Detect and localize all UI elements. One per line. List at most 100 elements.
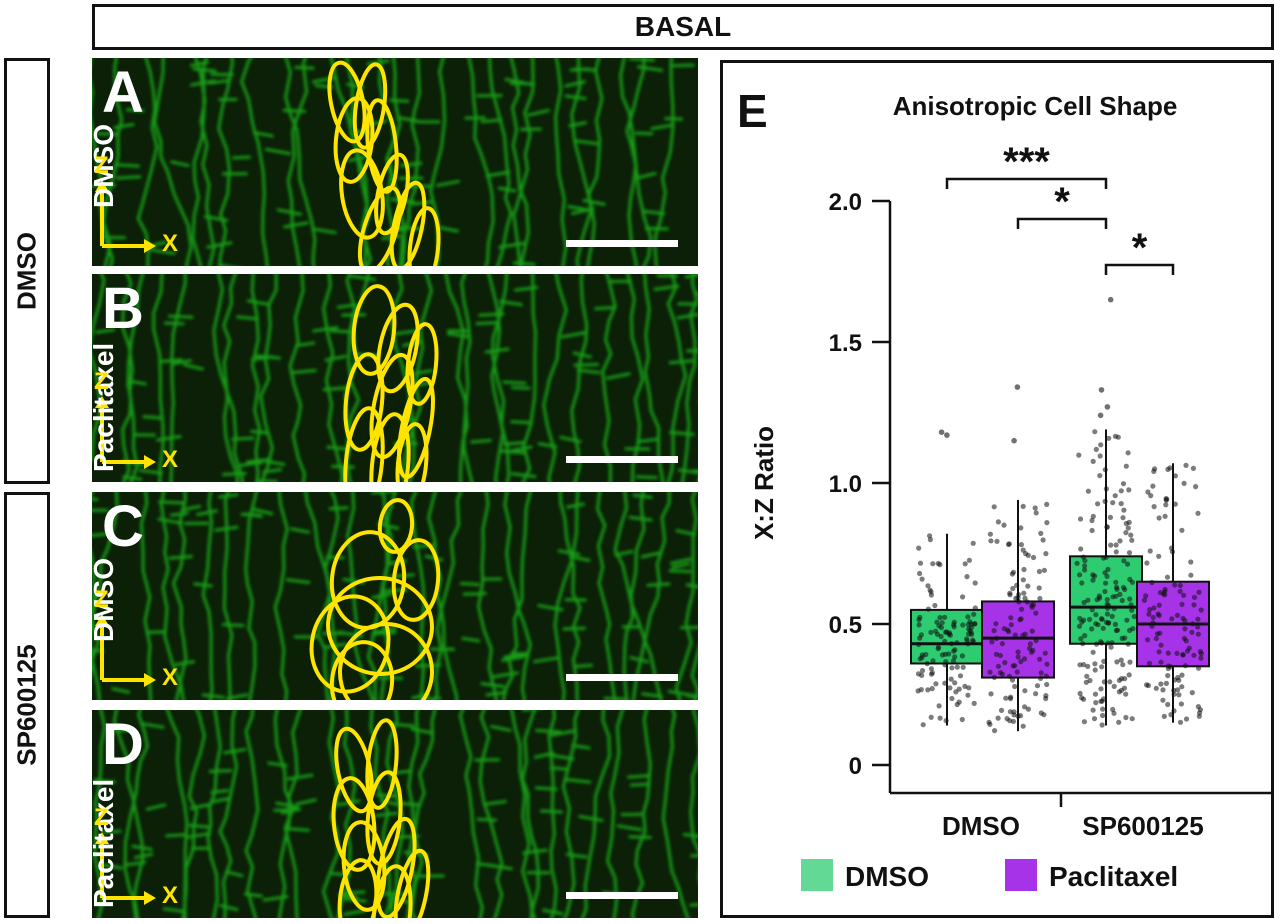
cell-membrane-line — [503, 492, 532, 700]
data-point — [1174, 612, 1180, 619]
cell-membrane-line — [369, 710, 392, 918]
cell-membrane-junction — [565, 852, 588, 859]
cell-membrane-junction — [498, 241, 525, 249]
legend-label: Paclitaxel — [1049, 861, 1178, 892]
cell-membrane-junction — [92, 497, 99, 502]
cell-membrane-junction — [629, 58, 655, 62]
data-point — [952, 654, 958, 660]
cell-membrane-line — [139, 492, 153, 700]
cell-membrane-line — [181, 710, 206, 918]
data-point — [928, 714, 934, 720]
data-point — [1098, 698, 1104, 704]
data-point — [1044, 520, 1050, 526]
significance-bracket — [1104, 263, 1175, 275]
data-point — [1164, 496, 1170, 502]
chart-panel-e: E Anisotropic Cell Shape X:Z Ratio 0 0.5 1.0 1… — [720, 60, 1274, 918]
data-point — [1118, 501, 1124, 507]
cell-membrane-line — [250, 274, 262, 482]
data-point — [1044, 501, 1050, 507]
data-point — [939, 620, 945, 626]
data-point — [1089, 517, 1095, 524]
data-point — [933, 628, 939, 634]
data-point — [962, 683, 968, 690]
outlier-point — [1011, 437, 1017, 444]
data-point — [1105, 566, 1111, 572]
data-point — [1198, 651, 1204, 657]
cell-membrane-line — [490, 274, 511, 482]
data-point — [1157, 630, 1163, 636]
cell-membrane-junction — [389, 98, 410, 103]
data-point — [930, 561, 936, 567]
data-point — [917, 560, 924, 566]
cell-membrane-junction — [636, 437, 659, 444]
data-point — [972, 580, 978, 586]
outlier-point — [1014, 384, 1021, 390]
data-point — [1182, 663, 1188, 669]
cell-membranes — [92, 492, 698, 700]
data-point — [1089, 626, 1095, 632]
micrograph-panel-c: C DMSO Z X — [92, 492, 698, 700]
cell-membrane-junction — [350, 274, 376, 282]
data-point — [942, 638, 948, 644]
cell-membrane-junction — [273, 808, 299, 812]
data-point — [1150, 483, 1156, 489]
data-point — [937, 615, 943, 621]
cell-membrane-junction — [219, 903, 239, 912]
data-point — [1077, 572, 1083, 578]
data-point — [1007, 590, 1013, 596]
cell-membrane-junction — [311, 75, 338, 84]
data-point — [1038, 530, 1044, 536]
cell-membrane-line — [653, 58, 675, 266]
cell-membrane-line — [288, 274, 307, 482]
data-point — [960, 594, 966, 600]
cell-outline — [365, 98, 399, 194]
legend-label: DMSO — [845, 861, 929, 892]
cell-membrane-junction — [210, 788, 229, 795]
data-point — [1123, 691, 1129, 697]
boxplot-chart: E Anisotropic Cell Shape X:Z Ratio 0 0.5 1.0 1… — [737, 85, 1271, 892]
cell-membrane-line — [286, 58, 309, 266]
data-point — [1168, 712, 1174, 718]
data-point — [1113, 542, 1119, 548]
data-point — [1180, 652, 1186, 658]
data-point — [971, 611, 977, 617]
data-point — [1161, 713, 1167, 720]
cell-membrane-junction — [221, 623, 245, 628]
data-point — [1175, 687, 1181, 693]
data-point — [1112, 621, 1118, 628]
cell-outline — [369, 412, 411, 482]
cell-membrane-junction — [223, 747, 247, 755]
x-arrowhead-icon — [144, 455, 156, 469]
data-point — [1012, 663, 1018, 669]
data-point — [1092, 691, 1099, 697]
data-point — [1105, 640, 1111, 646]
outlier-point — [1098, 387, 1105, 393]
data-point — [1146, 660, 1153, 666]
data-point — [1181, 480, 1187, 486]
cell-membrane-junction — [111, 686, 131, 694]
legend-swatch — [801, 859, 833, 891]
data-point — [1143, 593, 1149, 599]
cell-membrane-junction — [476, 817, 497, 822]
cell-membrane-junction — [635, 475, 658, 480]
data-point — [993, 621, 999, 627]
data-point — [966, 685, 972, 691]
data-point — [991, 504, 997, 510]
data-point — [1126, 487, 1132, 493]
data-point — [1109, 613, 1115, 620]
data-point — [1010, 585, 1016, 592]
cell-membrane-junction — [511, 386, 531, 390]
cell-membrane-line — [661, 710, 690, 918]
data-point — [1144, 682, 1150, 688]
data-point — [1163, 680, 1169, 687]
data-point — [1020, 723, 1026, 729]
z-arrowhead-icon — [95, 180, 109, 192]
data-point — [972, 621, 978, 627]
cell-membrane-junction — [636, 65, 664, 72]
cell-membrane-junction — [628, 515, 653, 522]
data-point — [929, 686, 935, 692]
data-point — [929, 670, 935, 676]
scale-bar — [566, 456, 678, 463]
data-point — [1100, 712, 1106, 719]
data-point — [1081, 719, 1087, 725]
